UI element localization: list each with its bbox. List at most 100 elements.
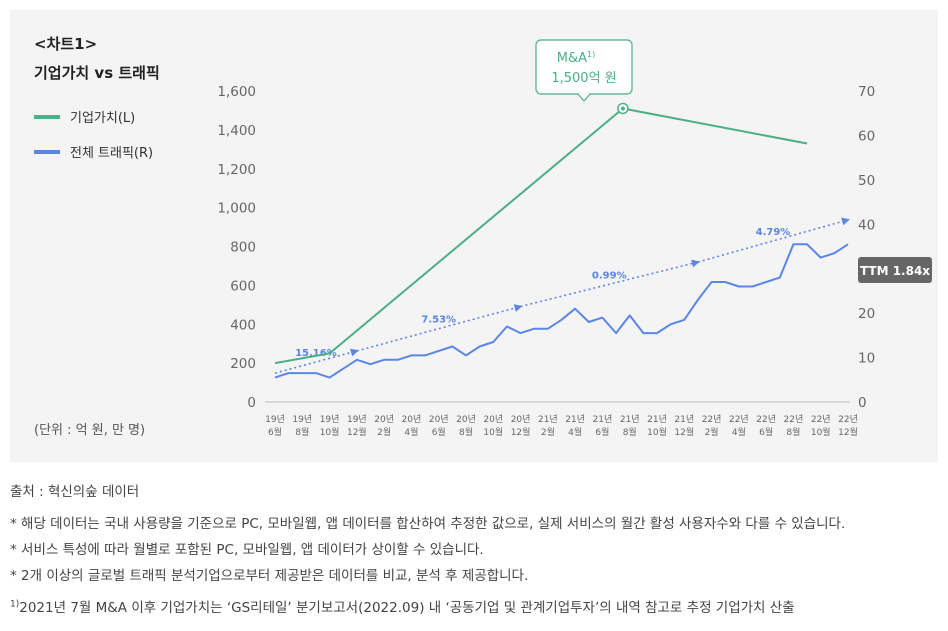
y-right-tick-label: 50 — [858, 173, 875, 189]
y-right-tick-label: 20 — [858, 306, 875, 322]
footnote-4: 1)2021년 7월 M&A 이후 기업가치는 ‘GS리테일’ 분기보고서(20… — [10, 596, 795, 617]
ma-callout: M&A1) 1,500억 원 — [535, 39, 633, 102]
x-tick-label-month: 2월 — [377, 426, 391, 438]
x-tick-label-year: 20년 — [402, 414, 422, 425]
x-tick-label-year: 19년 — [347, 414, 367, 425]
left-axis: 0 200 400 600 800 1,000 1,200 1,400 1,600 — [217, 84, 256, 411]
x-axis: 19년6월19년8월19년10월19년12월20년2월20년4월20년6월20년… — [265, 414, 858, 438]
y-right-tick-label: 60 — [858, 128, 875, 144]
footnote-3: * 2개 이상의 글로벌 트래픽 분석기업으로부터 제공받은 데이터를 비교, … — [10, 568, 529, 584]
x-tick-label-year: 22년 — [784, 414, 804, 425]
y-left-tick-label: 1,200 — [217, 162, 256, 178]
trend-arrow — [274, 348, 359, 374]
x-tick-label-month: 12월 — [838, 426, 858, 438]
x-tick-label-month: 4월 — [568, 426, 582, 438]
valuation-line — [274, 107, 808, 365]
chart-number-title: <차트1> — [34, 35, 98, 53]
x-tick-label-month: 2월 — [541, 426, 555, 438]
x-tick-label-month: 12월 — [511, 426, 531, 438]
y-left-tick-label: 400 — [230, 317, 256, 333]
x-tick-label-year: 20년 — [374, 414, 394, 425]
x-tick-label-year: 21년 — [538, 414, 558, 425]
x-tick-label-year: 22년 — [702, 414, 722, 425]
ttm-badge-text: TTM 1.84x — [860, 264, 930, 278]
unit-label: (단위 : 억 원, 만 명) — [34, 423, 146, 438]
y-right-tick-label: 0 — [858, 395, 867, 411]
x-tick-label-month: 6월 — [268, 426, 282, 438]
ttm-badge-bg — [858, 257, 932, 283]
legend-label-traffic: 전체 트래픽(R) — [70, 146, 154, 161]
x-tick-label-month: 8월 — [295, 426, 309, 438]
x-tick-label-year: 19년 — [292, 414, 312, 425]
x-tick-label-year: 20년 — [483, 414, 503, 425]
x-tick-label-month: 10월 — [647, 426, 667, 438]
x-tick-label-month: 10월 — [320, 426, 340, 438]
trend-arrow — [520, 259, 700, 308]
x-tick-label-month: 12월 — [674, 426, 694, 438]
legend-item-valuation: 기업가치(L) — [34, 107, 135, 126]
x-tick-label-month: 6월 — [595, 426, 609, 438]
callout-pointer — [577, 93, 591, 102]
y-left-tick-label: 1,400 — [217, 123, 256, 139]
y-left-tick-label: 800 — [230, 240, 256, 256]
x-tick-label-month: 12월 — [347, 426, 367, 438]
x-tick-label-month: 10월 — [811, 426, 831, 438]
callout-value: 1,500억 원 — [551, 71, 616, 86]
y-left-tick-label: 0 — [247, 395, 256, 411]
trend-arrow — [356, 304, 523, 352]
x-tick-label-month: 6월 — [759, 426, 773, 438]
y-left-tick-label: 1,600 — [217, 84, 256, 100]
y-left-tick-label: 200 — [230, 356, 256, 372]
x-tick-label-year: 20년 — [429, 414, 449, 425]
series-lines — [274, 102, 849, 379]
chart-panel — [10, 10, 938, 462]
x-tick-label-month: 8월 — [786, 426, 800, 438]
x-tick-label-year: 21년 — [674, 414, 694, 425]
footnote-source: 출처 : 혁신의숲 데이터 — [10, 484, 140, 500]
x-tick-label-month: 8월 — [623, 426, 637, 438]
legend-label-valuation: 기업가치(L) — [70, 111, 136, 126]
x-tick-label-month: 10월 — [483, 426, 503, 438]
x-tick-label-year: 22년 — [756, 414, 776, 425]
ttm-badge: TTM 1.84x — [858, 257, 932, 283]
footnote-2: * 서비스 특성에 따라 월별로 포함된 PC, 모바일웹, 앱 데이터가 상이… — [10, 542, 484, 558]
x-tick-label-year: 22년 — [729, 414, 749, 425]
callout-title: M&A1) — [557, 50, 595, 66]
traffic-line — [274, 243, 849, 379]
x-tick-label-year: 21년 — [620, 414, 640, 425]
legend-swatch-valuation — [34, 114, 60, 119]
legend-swatch-traffic — [34, 149, 60, 154]
x-tick-label-year: 19년 — [320, 414, 340, 425]
x-tick-label-year: 21년 — [593, 414, 613, 425]
x-tick-label-year: 20년 — [456, 414, 476, 425]
y-right-tick-label: 10 — [858, 351, 875, 367]
x-tick-label-year: 21년 — [565, 414, 585, 425]
y-left-tick-label: 600 — [230, 278, 256, 294]
footnote-4-sup: 1) — [10, 599, 20, 610]
y-left-tick-label: 1,000 — [217, 201, 256, 217]
x-tick-label-month: 4월 — [732, 426, 746, 438]
footnote-4-text: 2021년 7월 M&A 이후 기업가치는 ‘GS리테일’ 분기보고서(2022… — [19, 600, 795, 616]
chart-title: 기업가치 vs 트래픽 — [34, 64, 160, 82]
x-tick-label-month: 8월 — [459, 426, 473, 438]
x-tick-label-month: 2월 — [705, 426, 719, 438]
x-tick-label-year: 22년 — [811, 414, 831, 425]
legend-item-traffic: 전체 트래픽(R) — [34, 142, 153, 161]
footnote-1: * 해당 데이터는 국내 사용량을 기준으로 PC, 모바일웹, 앱 데이터를 … — [10, 516, 846, 532]
x-tick-label-year: 21년 — [647, 414, 667, 425]
trend-label: 4.79% — [756, 227, 791, 238]
x-tick-label-year: 22년 — [838, 414, 858, 425]
y-right-tick-label: 40 — [858, 217, 875, 233]
trend-label: 15.16% — [295, 348, 337, 359]
x-tick-label-month: 6월 — [432, 426, 446, 438]
trend-arrow — [697, 217, 850, 263]
ma-point-dot — [620, 106, 625, 111]
x-tick-label-year: 20년 — [511, 414, 531, 425]
trend-label: 0.99% — [592, 270, 627, 281]
right-axis: 010203040506070 — [858, 84, 875, 411]
trend-lines: 15.16% 7.53% 0.99% 4.79% — [274, 217, 850, 374]
x-tick-label-year: 19년 — [265, 414, 285, 425]
y-right-tick-label: 70 — [858, 84, 875, 100]
x-tick-label-month: 4월 — [404, 426, 418, 438]
